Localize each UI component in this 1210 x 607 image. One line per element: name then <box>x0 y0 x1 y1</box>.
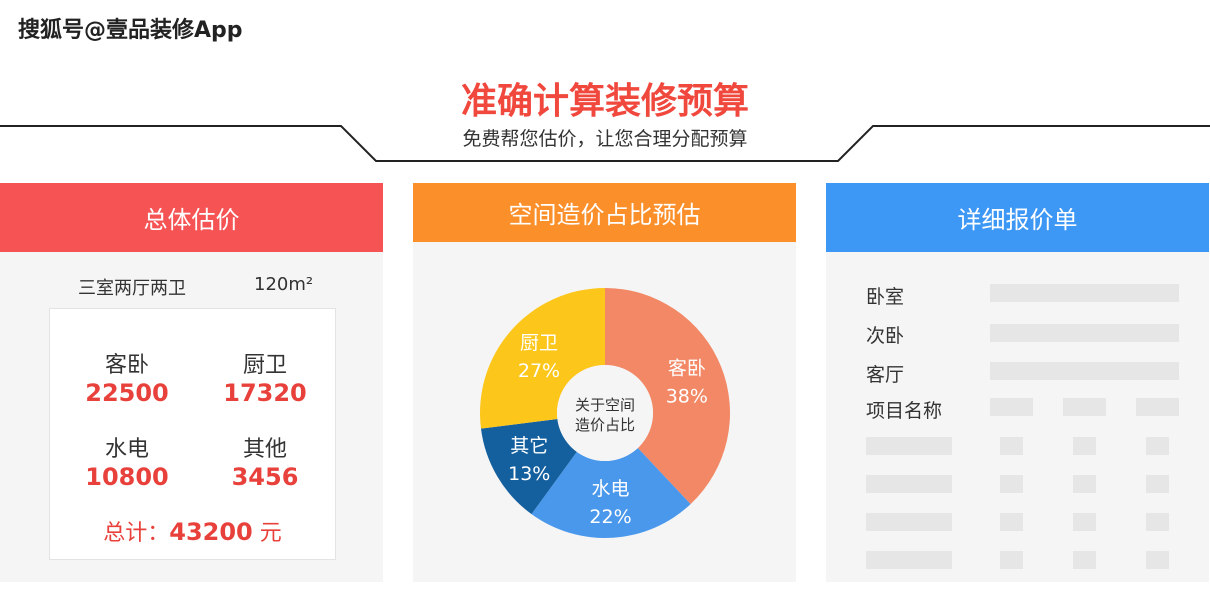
item-label: 水电 <box>104 437 149 462</box>
donut-hole <box>557 365 653 461</box>
slice-percent-label: 22% <box>589 506 631 528</box>
placeholder-bar <box>1000 437 1023 455</box>
placeholder-bar <box>1000 551 1023 569</box>
placeholder-bar <box>1000 475 1023 493</box>
donut-slice-客卧 <box>605 288 730 505</box>
slice-category-label: 水电 <box>592 478 630 500</box>
item-label: 其他 <box>242 437 287 462</box>
placeholder-bar <box>990 284 1179 302</box>
placeholder-bar <box>866 551 952 569</box>
item-label: 厨卫 <box>242 353 287 378</box>
space-ratio-header: 空间造价占比预估 <box>413 183 796 242</box>
slice-percent-label: 38% <box>666 386 708 408</box>
detail-quote-header: 详细报价单 <box>826 183 1209 252</box>
placeholder-bar <box>866 513 952 531</box>
placeholder-bar <box>1146 475 1169 493</box>
placeholder-bar <box>866 437 952 455</box>
page-subtitle: 免费帮您估价，让您合理分配预算 <box>462 128 748 150</box>
placeholder-bar <box>990 398 1033 416</box>
item-label: 客卧 <box>104 353 149 378</box>
slice-percent-label: 13% <box>508 463 550 485</box>
item-value: 22500 <box>85 379 169 407</box>
row-label: 客厅 <box>866 364 905 386</box>
center-line-2: 造价占比 <box>574 416 635 434</box>
house-layout: 三室两厅两卫 <box>78 278 186 299</box>
placeholder-bar <box>1073 551 1096 569</box>
slice-category-label: 客卧 <box>668 358 706 380</box>
estimate-box: 客卧 22500 厨卫 17320 水电 10800 其他 3456 总计：43200 … <box>49 308 336 560</box>
slice-category-label: 厨卫 <box>520 332 558 354</box>
item-value: 17320 <box>223 379 307 407</box>
donut-center-label: 关于空间 造价占比 <box>555 395 655 435</box>
total-row: 总计：43200 元 <box>50 515 335 547</box>
placeholder-bar <box>990 324 1179 342</box>
placeholder-bar <box>1136 398 1179 416</box>
placeholder-bar <box>1146 437 1169 455</box>
donut-slice-水电 <box>531 447 691 538</box>
total-value: 43200 <box>169 518 253 546</box>
estimate-item: 水电 10800 <box>67 431 187 491</box>
header-divider-line <box>0 125 1210 162</box>
row-label: 项目名称 <box>866 400 943 422</box>
center-line-1: 关于空间 <box>574 396 635 414</box>
row-label: 卧室 <box>866 286 905 308</box>
total-label: 总计： <box>103 521 170 546</box>
item-value: 3456 <box>231 463 299 491</box>
estimate-item: 厨卫 17320 <box>205 347 325 407</box>
placeholder-bar <box>1000 513 1023 531</box>
placeholder-bar <box>1063 398 1106 416</box>
placeholder-bar <box>990 362 1179 380</box>
total-unit: 元 <box>259 521 282 546</box>
overall-estimate-panel: 总体估价 三室两厅两卫 120m² 客卧 22500 厨卫 17320 水电 1080… <box>0 183 383 582</box>
donut-slice-厨卫 <box>480 288 605 429</box>
space-ratio-panel: 空间造价占比预估 客卧 38% 水电 22% 其它 13% 厨卫 27% 关于空间 造价占比 <box>413 183 796 582</box>
placeholder-bar <box>1146 551 1169 569</box>
estimate-item: 其他 3456 <box>205 431 325 491</box>
watermark: 搜狐号@壹品装修App <box>18 18 243 43</box>
detail-quote-panel: 详细报价单 卧室 次卧 客厅 项目名称 <box>826 183 1209 582</box>
placeholder-bar <box>1073 475 1096 493</box>
page-title: 准确计算装修预算 <box>460 81 749 122</box>
placeholder-bar <box>1146 513 1169 531</box>
donut-chart: 客卧 38% 水电 22% 其它 13% 厨卫 27% <box>480 288 730 538</box>
item-value: 10800 <box>85 463 169 491</box>
slice-percent-label: 27% <box>518 360 560 382</box>
estimate-item: 客卧 22500 <box>67 347 187 407</box>
slice-category-label: 其它 <box>510 435 548 457</box>
house-area: 120m² <box>254 274 314 295</box>
placeholder-bar <box>866 475 952 493</box>
placeholder-bar <box>1073 513 1096 531</box>
donut-slice-其它 <box>480 419 577 515</box>
overall-estimate-header: 总体估价 <box>0 183 383 252</box>
placeholder-bar <box>1073 437 1096 455</box>
row-label: 次卧 <box>866 325 905 347</box>
